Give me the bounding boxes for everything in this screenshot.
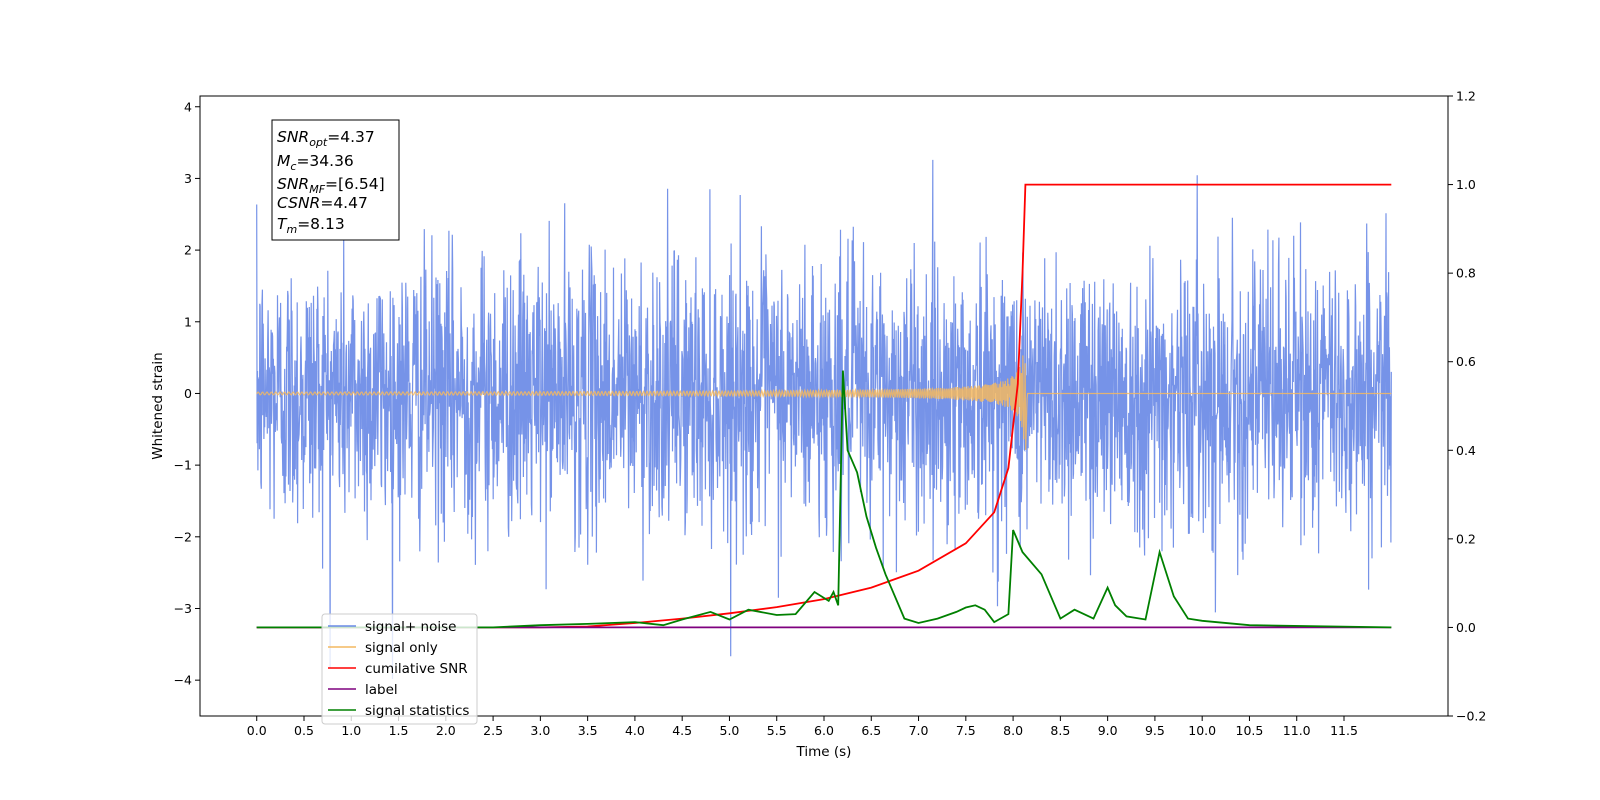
y-tick-label: 2 [184,243,192,258]
x-tick-label: 1.5 [389,723,409,738]
x-tick-label: 11.0 [1283,723,1311,738]
x-tick-label: 11.5 [1330,723,1358,738]
info-tm: Tm=8.13 [277,215,345,236]
y2-axis-ticks: 1.2 1.0 0.8 0.6 0.4 0.2 0.0 −0.2 [1448,89,1486,724]
signal-noise-series [256,159,1392,680]
x-tick-label: 9.0 [1098,723,1118,738]
y-tick-label: 0 [184,386,192,401]
x-tick-label: 2.0 [436,723,456,738]
y-tick-label: −4 [174,673,192,688]
info-box: SNRopt=4.37 Mc=34.36 SNRMF=[6.54] CSNR=4… [271,119,400,241]
signal-only-series [256,355,1392,451]
info-mc: Mc=34.36 [277,152,354,173]
y-tick-label: 1 [184,314,192,329]
info-snr-mf: SNRMF=[6.54] [277,175,385,196]
y2-tick-label: 0.8 [1456,266,1476,281]
y-tick-label: −3 [174,601,192,616]
x-tick-label: 8.5 [1050,723,1070,738]
signal-only-line [256,355,1392,451]
svg-text:signal+ noise: signal+ noise [365,619,456,635]
x-tick-label: 9.5 [1145,723,1165,738]
y-tick-label: −1 [174,458,192,473]
x-tick-label: 4.5 [672,723,692,738]
y-tick-label: −2 [174,529,192,544]
svg-text:label: label [365,682,398,698]
x-tick-label: 0.5 [294,723,314,738]
x-tick-label: 5.5 [767,723,787,738]
x-tick-label: 3.0 [530,723,550,738]
x-tick-label: 6.0 [814,723,834,738]
info-csnr: CSNR=4.47 [277,194,368,212]
legend-item-signal-noise: signal+ noise [328,619,456,635]
legend-item-cumulative-snr: cumilative SNR [328,661,468,677]
legend-item-signal-statistics: signal statistics [328,703,469,719]
cumulative-snr-line [256,183,1392,629]
svg-text:signal only: signal only [365,640,438,656]
legend-item-label: label [328,682,398,698]
x-axis-ticks: 0.0 0.5 1.0 1.5 2.0 2.5 3.0 3.5 4.0 4.5 5.0 5.5 6.0 6… [247,716,1358,738]
svg-text:cumilative SNR: cumilative SNR [365,661,468,677]
y-axis-label: Whitened strain [150,352,166,459]
x-tick-label: 2.5 [483,723,503,738]
y2-tick-label: 0.0 [1456,620,1476,635]
svg-text:signal statistics: signal statistics [365,703,469,719]
x-tick-label: 8.0 [1003,723,1023,738]
signal-statistics-line [256,370,1392,629]
legend-item-signal-only: signal only [328,640,438,656]
y-tick-label: 4 [184,99,192,114]
x-tick-label: 7.5 [956,723,976,738]
x-tick-label: 10.5 [1236,723,1264,738]
x-tick-label: 1.0 [341,723,361,738]
x-tick-label: 10.0 [1188,723,1216,738]
y2-tick-label: 1.0 [1456,177,1476,192]
y2-tick-label: 0.4 [1456,443,1476,458]
x-tick-label: 3.5 [578,723,598,738]
x-tick-label: 0.0 [247,723,267,738]
y2-tick-label: 0.6 [1456,354,1476,369]
y-axis-ticks: 4 3 2 1 0 −1 −2 −3 −4 [174,99,200,688]
x-axis-label: Time (s) [796,744,852,760]
y-tick-label: 3 [184,171,192,186]
x-tick-label: 6.5 [861,723,881,738]
signal-noise-line [256,159,1392,680]
x-tick-label: 4.0 [625,723,645,738]
y2-tick-label: 1.2 [1456,89,1476,104]
x-tick-label: 7.0 [909,723,929,738]
y2-tick-label: −0.2 [1456,709,1486,724]
y2-tick-label: 0.2 [1456,531,1476,546]
info-snr-opt: SNRopt=4.37 [277,128,375,149]
legend: signal+ noise signal only cumilative SNR… [321,613,478,725]
x-tick-label: 5.0 [720,723,740,738]
